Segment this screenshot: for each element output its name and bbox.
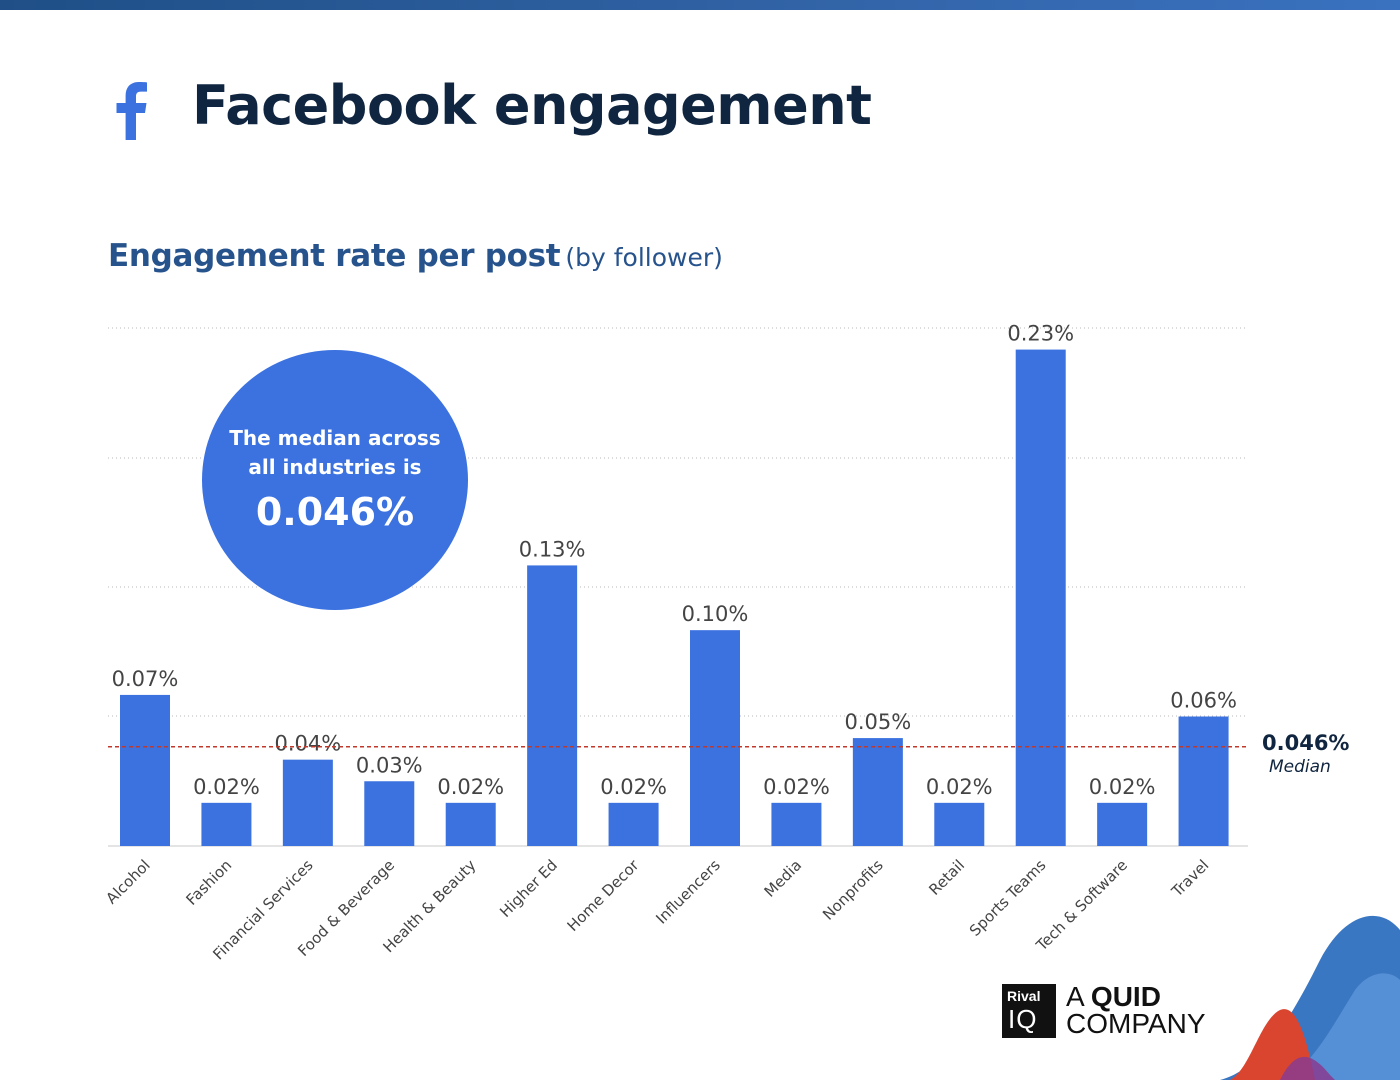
bar-value-label: 0.13% [519, 537, 586, 561]
bar [771, 802, 822, 846]
x-tick-label: Influencers [652, 856, 724, 928]
x-tick-label: Travel [1167, 856, 1212, 901]
x-tick-label: Alcohol [102, 856, 153, 907]
chart-subtitle-note: (by follower) [565, 243, 723, 272]
bar-value-label: 0.10% [682, 602, 749, 626]
bar-value-label: 0.07% [112, 667, 179, 691]
bar-value-label: 0.03% [356, 753, 423, 777]
x-tick-label: Retail [925, 856, 968, 899]
bar-value-label: 0.02% [193, 775, 260, 799]
logo-rival-text: Rival [1007, 988, 1041, 1004]
bar [201, 802, 252, 846]
bar [527, 565, 578, 846]
median-annotation-label: Median [1269, 757, 1331, 777]
bar [282, 759, 333, 846]
page-title: Facebook engagement [192, 74, 872, 137]
bar-value-label: 0.02% [763, 775, 830, 799]
facebook-icon [116, 82, 147, 140]
bar [1097, 802, 1148, 846]
bar [445, 802, 496, 846]
bar [934, 802, 985, 846]
bar-value-label: 0.02% [437, 775, 504, 799]
bar-value-label: 0.02% [1089, 775, 1156, 799]
x-tick-label: Media [761, 856, 806, 901]
bar-value-label: 0.02% [600, 775, 667, 799]
bar [120, 694, 170, 846]
bar [364, 781, 415, 846]
median-annotation-value: 0.046% [1262, 731, 1350, 755]
bar [1015, 349, 1066, 846]
brand-tagline-bold: QUID [1090, 981, 1161, 1012]
bar-value-label: 0.23% [1007, 322, 1074, 346]
bar [1178, 716, 1229, 846]
x-tick-label: Home Decor [564, 856, 643, 935]
brand-tagline-line-1: A QUID [1066, 982, 1161, 1012]
x-tick-label: Sports Teams [966, 856, 1050, 940]
bar [608, 802, 659, 846]
brand-tagline-line-2: COMPANY [1066, 1008, 1206, 1039]
bar-value-label: 0.05% [844, 710, 911, 734]
rival-iq-logo: Rival IQ [1002, 984, 1056, 1038]
chart-subtitle-main: Engagement rate per post [108, 238, 561, 274]
bar [690, 630, 740, 846]
callout-value: 0.046% [255, 490, 415, 534]
bar-value-label: 0.06% [1170, 689, 1237, 713]
x-tick-label: Fashion [182, 856, 235, 909]
bar-value-label: 0.04% [274, 732, 341, 756]
median-callout-circle: The median across all industries is 0.04… [202, 350, 468, 610]
bar [852, 738, 903, 846]
brand-tagline-prefix: A [1066, 981, 1084, 1012]
callout-line-2: all industries is [248, 455, 422, 479]
bar-value-label: 0.02% [926, 775, 993, 799]
brand-logo: Rival IQ A QUID COMPANY [1002, 982, 1232, 1039]
x-tick-label: Nonprofits [819, 856, 887, 924]
chart-subtitle: Engagement rate per post (by follower) [108, 238, 723, 274]
logo-iq-text: IQ [1008, 1004, 1038, 1034]
x-tick-label: Higher Ed [496, 856, 561, 921]
median-annotation: 0.046% Median [1262, 730, 1372, 778]
corner-wave-decoration [1220, 915, 1400, 1080]
top-accent-band [0, 0, 1400, 10]
callout-line-1: The median across [229, 426, 441, 450]
